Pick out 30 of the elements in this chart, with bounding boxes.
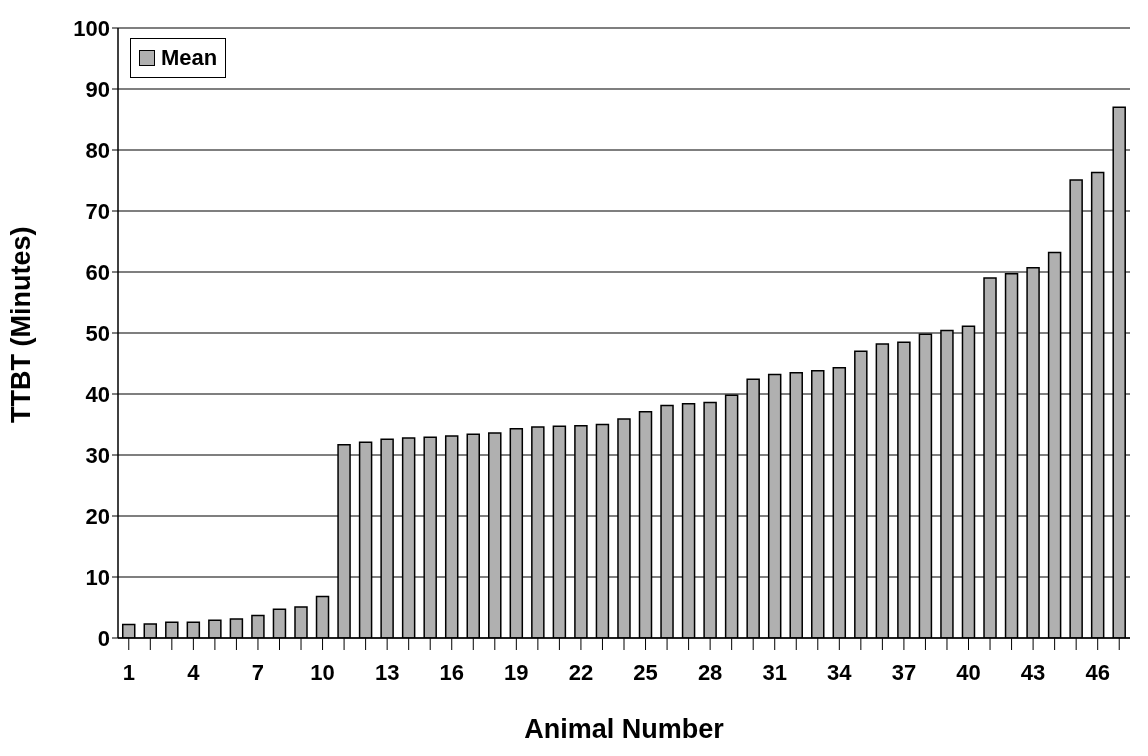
x-tick-label: 40 [956, 659, 981, 685]
y-tick-label: 0 [97, 625, 110, 651]
x-tick-label: 43 [1020, 659, 1046, 685]
y-tick-label: 40 [85, 381, 110, 407]
x-tick-label: 10 [310, 659, 335, 685]
x-tick-label: 22 [568, 659, 594, 685]
x-tick-label: 13 [374, 659, 400, 685]
y-tick-label: 80 [85, 137, 110, 163]
y-tick-label: 60 [85, 259, 110, 285]
y-axis-title: TTBT (Minutes) [5, 226, 36, 423]
y-tick-label: 20 [85, 503, 110, 529]
y-tick-label: 90 [85, 76, 110, 102]
x-tick-label: 19 [504, 659, 529, 685]
x-tick-label: 16 [439, 659, 464, 685]
y-tick-label: 10 [85, 564, 110, 590]
x-tick-label: 7 [251, 659, 265, 685]
x-tick-label: 31 [762, 659, 787, 685]
y-tick-label: 100 [73, 15, 110, 41]
x-tick-label: 28 [697, 659, 723, 685]
y-tick-label: 30 [85, 442, 110, 468]
x-tick-label: 37 [891, 659, 917, 685]
x-tick-label: 25 [633, 659, 658, 685]
x-tick-label: 34 [827, 659, 853, 685]
y-tick-label: 50 [85, 320, 110, 346]
x-tick-label: 4 [187, 659, 201, 685]
y-tick-label: 70 [85, 198, 110, 224]
x-axis-title: Animal Number [524, 714, 725, 744]
x-tick-label: 46 [1085, 659, 1110, 685]
x-tick-label: 1 [122, 659, 135, 685]
legend-label: Mean [161, 45, 218, 71]
